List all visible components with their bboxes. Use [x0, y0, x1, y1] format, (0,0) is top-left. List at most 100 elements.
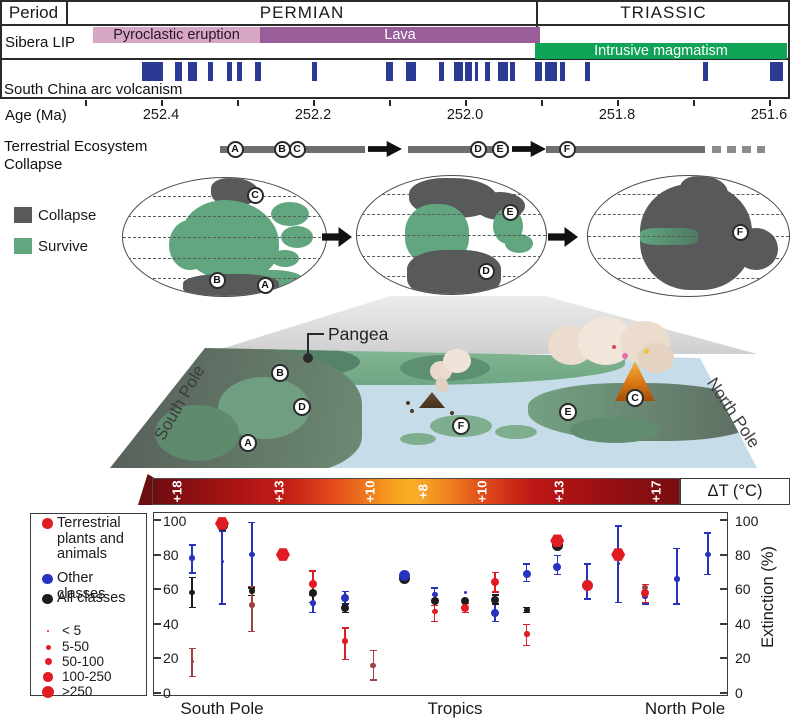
right-border: [788, 0, 790, 99]
top-border: [0, 0, 790, 2]
age-axis-label: Age (Ma): [5, 107, 67, 124]
lip-row-divider: [0, 58, 790, 60]
event-marker-E: E: [491, 141, 509, 158]
paleomap-globe-3: [587, 175, 790, 297]
pangea-block: Pangea South Pole North Pole: [100, 317, 792, 475]
ecosystem-bar-segment: [546, 146, 705, 153]
latitude-line: [123, 258, 326, 260]
pangea-dot: [303, 353, 313, 363]
volcanism-tick-mark: [703, 62, 708, 81]
smoke-cloud-icon: [443, 349, 471, 373]
latitude-line: [357, 235, 546, 236]
paleomap-globe-2: [356, 175, 547, 295]
triassic-label: TRIASSIC: [620, 3, 707, 22]
ecosystem-arrow-icon: [512, 141, 546, 157]
latitude-line: [588, 214, 789, 216]
ecosystem-label-line1: Terrestrial Ecosystem: [4, 138, 148, 155]
extinction-ylabel: Extinction (%): [759, 546, 777, 648]
volcanism-tick-mark: [545, 62, 557, 81]
age-tick-label: 252.4: [142, 107, 180, 123]
survive-swatch: [14, 238, 32, 254]
age-minor-tick: [693, 100, 695, 106]
period-label: Period: [8, 3, 59, 22]
latitude-line: [123, 195, 326, 197]
period-cell-divider: [66, 0, 68, 26]
volcanism-tick-mark: [227, 62, 232, 81]
latitude-line: [588, 236, 789, 237]
event-marker-D: D: [469, 141, 487, 158]
age-major-tick: [617, 100, 619, 106]
ecosystem-dash: [727, 146, 736, 153]
event-marker-F: F: [558, 141, 576, 158]
latitude-line: [123, 278, 326, 280]
pyroclastic-eruption-band: Pyroclastic eruption: [93, 27, 260, 43]
volcanism-tick-mark: [439, 62, 444, 81]
plot-legend-box: [30, 513, 147, 696]
volcanism-tick-mark: [386, 62, 393, 81]
south-china-label: South China arc volcanism: [4, 81, 183, 98]
latitude-line: [357, 213, 546, 215]
left-border: [0, 0, 2, 99]
volcanism-tick-mark: [585, 62, 590, 81]
x-axis-label: North Pole: [644, 699, 726, 718]
intrusive-magmatism-band: Intrusive magmatism: [535, 43, 787, 59]
volcanism-tick-mark: [406, 62, 416, 81]
age-major-tick: [465, 100, 467, 106]
ecosystem-bar-segment: [220, 146, 365, 153]
y-axis-label-right: 0: [735, 685, 743, 701]
volcanism-tick-mark: [535, 62, 542, 81]
lava-band: Lava: [260, 27, 540, 43]
event-marker-B: B: [273, 141, 291, 158]
volcanism-tick-mark: [454, 62, 463, 81]
ecosystem-label-line2: Collapse: [4, 156, 63, 173]
temp-gradient-bar: [152, 478, 680, 505]
age-major-tick: [313, 100, 315, 106]
latitude-line: [357, 193, 546, 195]
ecosystem-bar-segment: [408, 146, 509, 153]
ecosystem-dash: [742, 146, 751, 153]
survive-legend-label: Survive: [38, 238, 89, 255]
event-marker-A: A: [226, 141, 244, 158]
volcanism-tick-mark: [312, 62, 317, 81]
siberia-lip-label: Sibera LIP: [5, 34, 76, 51]
pangea-pointer-line: [307, 333, 324, 335]
temp-unit-box: ΔT (°C): [680, 478, 790, 505]
latitude-line: [588, 278, 789, 279]
volcanism-tick-mark: [188, 62, 197, 81]
box-bottom-border: [0, 97, 790, 99]
volcanism-tick-mark: [142, 62, 163, 81]
volcanism-tick-mark: [465, 62, 472, 81]
smoke-cloud-icon: [638, 343, 674, 373]
collapse-swatch: [14, 207, 32, 223]
age-tick-label: 251.8: [598, 107, 636, 123]
extinction-plot: [153, 512, 728, 696]
volcanism-tick-mark: [237, 62, 242, 81]
ecosystem-arrow-icon: [368, 141, 402, 157]
volcanism-tick-mark: [770, 62, 783, 81]
ecosystem-dash: [757, 146, 765, 153]
event-marker-C: C: [288, 141, 306, 158]
volcanism-tick-mark: [510, 62, 515, 81]
latitude-line: [123, 215, 326, 217]
pangea-title: Pangea: [328, 324, 389, 344]
period-row-divider: [0, 24, 790, 26]
map-arrow-2-icon: [548, 227, 578, 247]
age-tick-label: 252.0: [446, 107, 484, 123]
volcanism-tick-mark: [208, 62, 213, 81]
volcanism-tick-mark: [498, 62, 508, 81]
volcanism-tick-mark: [475, 62, 478, 81]
volcanism-tick-mark: [255, 62, 261, 81]
volcanism-tick-mark: [485, 62, 490, 81]
collapse-legend-label: Collapse: [38, 207, 97, 224]
volcanism-tick-mark: [175, 62, 182, 81]
paleomap-globe-1: [122, 177, 327, 297]
x-axis-label: Tropics: [427, 699, 483, 718]
x-axis-label: South Pole: [180, 699, 264, 718]
age-tick-label: 252.2: [294, 107, 332, 123]
age-minor-tick: [237, 100, 239, 106]
map-arrow-1-icon: [322, 227, 352, 247]
age-minor-tick: [389, 100, 391, 106]
latitude-line: [357, 276, 546, 278]
latitude-line: [588, 257, 789, 259]
